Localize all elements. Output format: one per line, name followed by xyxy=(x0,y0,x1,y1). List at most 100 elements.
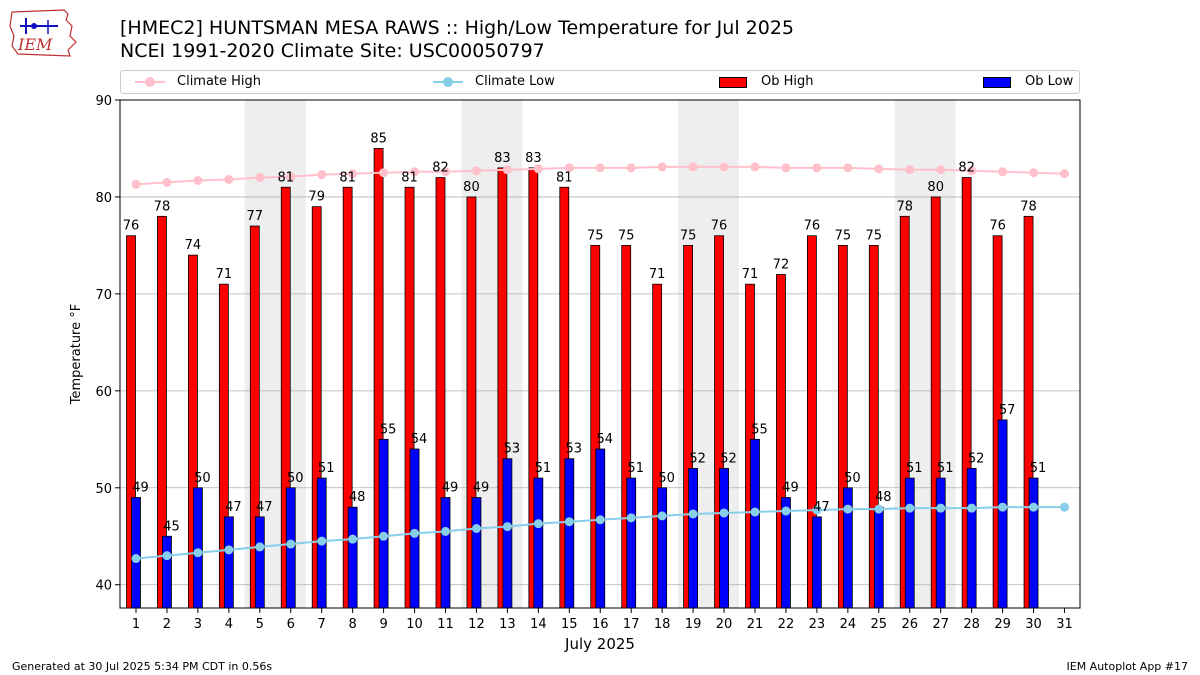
climate-low-point xyxy=(781,506,791,516)
label-ob-low: 55 xyxy=(751,422,768,437)
label-ob-low: 50 xyxy=(287,471,304,486)
bar-ob-low xyxy=(378,438,389,609)
label-ob-low: 52 xyxy=(689,451,706,466)
label-ob-low: 48 xyxy=(349,490,366,505)
bar-ob-low xyxy=(223,516,234,609)
bar-ob-low xyxy=(502,458,513,609)
app-footer: IEM Autoplot App #17 xyxy=(1066,660,1189,673)
x-tick-label: 26 xyxy=(901,617,918,632)
climate-high-point xyxy=(533,164,543,174)
y-tick-label: 50 xyxy=(95,482,112,497)
climate-high-point xyxy=(688,162,698,172)
x-tick-label: 1 xyxy=(132,617,140,632)
climate-high-point xyxy=(564,163,574,173)
label-ob-low: 51 xyxy=(1030,461,1047,476)
bar-ob-low xyxy=(254,516,265,609)
label-ob-high: 72 xyxy=(773,258,790,273)
climate-high-point xyxy=(812,163,822,173)
bar-ob-low xyxy=(162,535,172,609)
x-tick-label: 14 xyxy=(530,617,547,632)
legend-item-ob-low: Ob Low xyxy=(983,74,1073,89)
y-tick-label: 70 xyxy=(95,288,112,303)
y-tick-label: 80 xyxy=(95,191,112,206)
label-ob-high: 81 xyxy=(277,170,294,185)
label-ob-high: 85 xyxy=(370,131,387,146)
climate-high-point xyxy=(843,163,853,173)
x-tick-label: 21 xyxy=(747,617,764,632)
climate-high-point xyxy=(471,166,481,176)
x-tick-label: 7 xyxy=(318,617,326,632)
climate-high-point xyxy=(967,166,977,176)
x-tick-label: 12 xyxy=(468,617,485,632)
climate-low-point xyxy=(843,504,853,514)
x-tick-label: 8 xyxy=(349,617,357,632)
label-ob-high: 83 xyxy=(525,151,542,166)
climate-high-point xyxy=(410,167,420,177)
climate-low-point xyxy=(379,531,389,541)
legend-item-climate-low: Climate Low xyxy=(433,74,555,89)
x-tick-label: 13 xyxy=(499,617,516,632)
climate-low-point xyxy=(564,517,574,527)
climate-low-point xyxy=(998,502,1008,512)
label-ob-high: 80 xyxy=(927,180,944,195)
climate-low-point xyxy=(502,522,512,532)
label-ob-high: 82 xyxy=(432,161,449,176)
label-ob-high: 74 xyxy=(185,238,202,253)
climate-high-point xyxy=(348,169,358,179)
climate-high-point xyxy=(657,162,667,172)
x-tick-label: 22 xyxy=(778,617,795,632)
label-ob-low: 49 xyxy=(473,480,490,495)
climate-high-point xyxy=(441,167,450,177)
climate-high-point xyxy=(998,167,1008,177)
x-tick-label: 4 xyxy=(225,617,233,632)
x-tick-label: 9 xyxy=(379,617,387,632)
climate-high-point xyxy=(286,172,296,182)
label-ob-low: 53 xyxy=(504,442,521,457)
climate-low-point xyxy=(471,524,481,534)
bar-ob-low xyxy=(966,467,977,609)
label-ob-high: 82 xyxy=(958,161,975,176)
climate-low-point xyxy=(1060,502,1069,512)
climate-high-point xyxy=(626,163,636,173)
x-tick-label: 28 xyxy=(963,617,980,632)
x-tick-label: 24 xyxy=(840,617,857,632)
label-ob-high: 83 xyxy=(494,151,511,166)
climate-low-point xyxy=(750,507,760,517)
label-ob-high: 80 xyxy=(463,180,480,195)
label-ob-low: 47 xyxy=(225,500,242,515)
label-ob-low: 51 xyxy=(627,461,644,476)
bar-ob-low xyxy=(131,497,141,609)
label-ob-high: 71 xyxy=(649,267,666,282)
climate-high-point xyxy=(131,179,141,189)
x-axis-label: July 2025 xyxy=(564,635,635,653)
x-tick-label: 11 xyxy=(437,617,454,632)
bar-ob-low xyxy=(1028,477,1039,609)
y-tick-label: 60 xyxy=(95,385,112,400)
label-ob-low: 52 xyxy=(968,451,985,466)
label-ob-high: 71 xyxy=(742,267,759,282)
climate-low-point xyxy=(595,515,605,525)
chart-title: [HMEC2] HUNTSMAN MESA RAWS :: High/Low T… xyxy=(120,17,794,39)
logo-text: IEM xyxy=(17,35,53,54)
x-tick-label: 3 xyxy=(194,617,202,632)
bar-ob-low xyxy=(564,458,575,609)
legend-label: Ob High xyxy=(761,74,814,89)
bar-ob-low xyxy=(440,497,451,609)
label-ob-low: 45 xyxy=(163,519,180,534)
label-ob-low: 51 xyxy=(906,461,923,476)
x-tick-label: 20 xyxy=(716,617,733,632)
label-ob-high: 76 xyxy=(711,219,728,234)
x-tick-label: 6 xyxy=(287,617,295,632)
label-ob-low: 50 xyxy=(658,471,675,486)
label-ob-low: 51 xyxy=(937,461,954,476)
climate-high-point xyxy=(1029,168,1039,178)
climate-low-point xyxy=(286,539,296,549)
label-ob-low: 51 xyxy=(318,461,335,476)
climate-high-point xyxy=(936,165,946,175)
label-ob-low: 57 xyxy=(999,403,1016,418)
legend-swatch xyxy=(719,75,751,89)
label-ob-high: 78 xyxy=(154,199,171,214)
label-ob-low: 50 xyxy=(194,471,211,486)
label-ob-high: 75 xyxy=(587,228,604,243)
